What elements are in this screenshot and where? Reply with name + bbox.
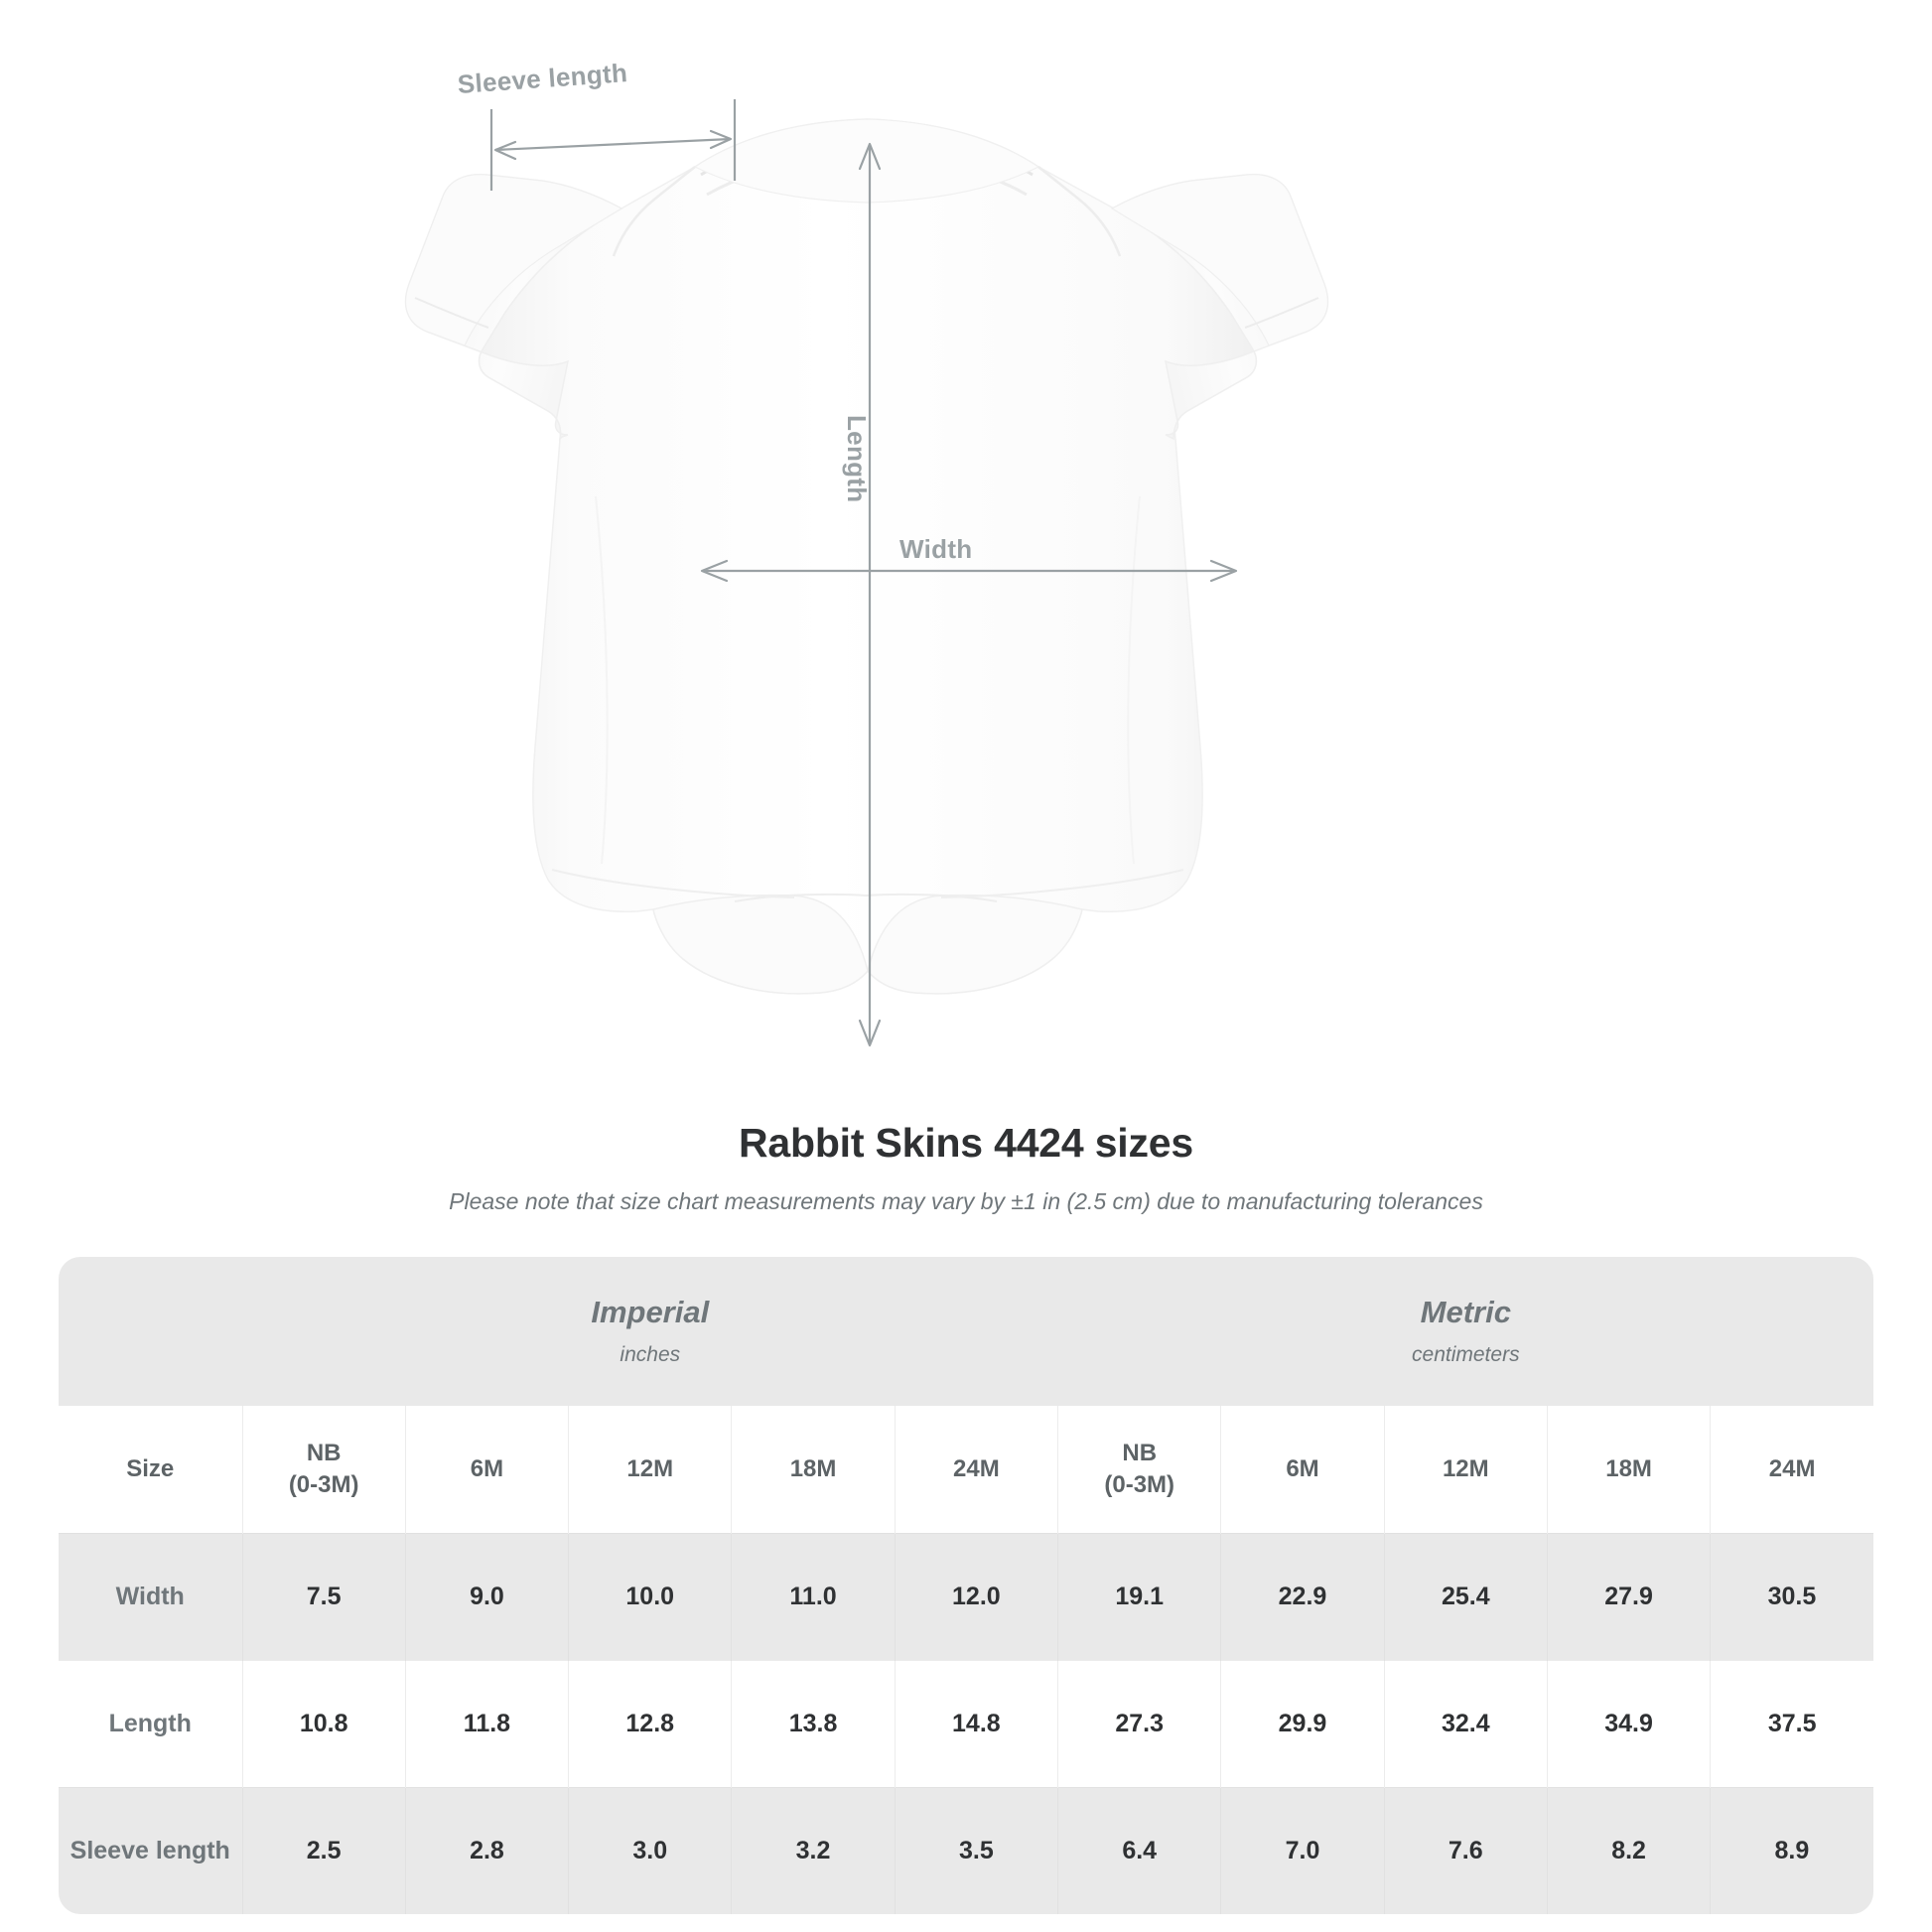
cell-length-imperial-24m: 14.8 [895, 1659, 1059, 1787]
column-header-imperial-6m: 6M [405, 1406, 570, 1533]
cell-length-imperial-nb: 10.8 [242, 1659, 406, 1787]
cell-sleeve-length-metric-6m: 7.0 [1220, 1786, 1385, 1914]
cell-width-imperial-6m: 9.0 [405, 1532, 570, 1660]
column-header-metric-6m: 6M [1220, 1406, 1385, 1533]
unit-group-subtitle: inches [620, 1343, 681, 1367]
chart-heading: Rabbit Skins 4424 sizes Please note that… [0, 1112, 1932, 1215]
column-header-subtext: (0-3M) [1104, 1470, 1175, 1498]
size-chart-table-wrapper: Imperial inches Metric centimeters Size NB (0… [59, 1257, 1873, 1914]
cell-length-imperial-18m: 13.8 [731, 1659, 896, 1787]
tolerance-note: Please note that size chart measurements… [449, 1188, 1483, 1214]
bodysuit-drawing [404, 99, 1329, 1047]
garment-illustration: Sleeve length Length Width [404, 58, 1329, 1047]
cell-width-metric-nb: 19.1 [1057, 1532, 1222, 1660]
unit-group-name: Imperial [591, 1294, 710, 1329]
row-label-length: Length [59, 1659, 243, 1787]
size-chart-table: Imperial inches Metric centimeters Size NB (0… [59, 1257, 1873, 1914]
table-row: Width 7.5 9.0 10.0 11.0 12.0 19.1 22.9 25.4 27.9 3… [59, 1532, 1873, 1660]
cell-length-metric-nb: 27.3 [1057, 1659, 1222, 1787]
cell-width-imperial-nb: 7.5 [242, 1532, 406, 1660]
cell-length-metric-18m: 34.9 [1547, 1659, 1712, 1787]
length-label: Length [842, 415, 872, 503]
row-label-width: Width [59, 1532, 243, 1660]
column-header-metric-12m: 12M [1384, 1406, 1548, 1533]
cell-width-metric-6m: 22.9 [1220, 1532, 1385, 1660]
cell-width-metric-18m: 27.9 [1547, 1532, 1712, 1660]
row-label-sleeve-length: Sleeve length [59, 1786, 243, 1914]
bodysuit-body-shape [404, 118, 1329, 995]
column-header-metric-24m: 24M [1710, 1406, 1873, 1533]
cell-sleeve-length-imperial-nb: 2.5 [242, 1786, 406, 1914]
column-header-metric-nb: NB (0-3M) [1057, 1406, 1222, 1533]
cell-sleeve-length-imperial-12m: 3.0 [568, 1786, 733, 1914]
cell-width-imperial-24m: 12.0 [895, 1532, 1059, 1660]
cell-length-metric-6m: 29.9 [1220, 1659, 1385, 1787]
table-row: Sleeve length 2.5 2.8 3.0 3.2 3.5 6.4 7.0 7.6 8.2… [59, 1786, 1873, 1914]
cell-sleeve-length-imperial-24m: 3.5 [895, 1786, 1059, 1914]
unit-group-name: Metric [1420, 1294, 1511, 1329]
cell-width-metric-12m: 25.4 [1384, 1532, 1548, 1660]
cell-sleeve-length-metric-12m: 7.6 [1384, 1786, 1548, 1914]
cell-length-imperial-12m: 12.8 [568, 1659, 733, 1787]
width-dimension [700, 559, 1238, 583]
column-header-imperial-12m: 12M [568, 1406, 733, 1533]
sleeve-length-dimension [489, 99, 737, 191]
column-header-subtext: (0-3M) [288, 1470, 359, 1498]
column-header-imperial-24m: 24M [895, 1406, 1059, 1533]
column-header-imperial-18m: 18M [731, 1406, 896, 1533]
unit-group-imperial: Imperial inches [242, 1257, 1058, 1406]
cell-length-imperial-6m: 11.8 [405, 1659, 570, 1787]
cell-length-metric-12m: 32.4 [1384, 1659, 1548, 1787]
cell-width-imperial-12m: 10.0 [568, 1532, 733, 1660]
cell-width-imperial-18m: 11.0 [731, 1532, 896, 1660]
width-label: Width [899, 534, 973, 564]
cell-length-metric-24m: 37.5 [1710, 1659, 1873, 1787]
table-row: Length 10.8 11.8 12.8 13.8 14.8 27.3 29.9 32.4 34… [59, 1659, 1873, 1787]
cell-sleeve-length-metric-18m: 8.2 [1547, 1786, 1712, 1914]
size-column-header: Size [59, 1406, 243, 1533]
unit-row-spacer [59, 1257, 242, 1406]
cell-width-metric-24m: 30.5 [1710, 1532, 1873, 1660]
column-header-imperial-nb: NB (0-3M) [242, 1406, 406, 1533]
cell-sleeve-length-imperial-18m: 3.2 [731, 1786, 896, 1914]
length-dimension [858, 142, 882, 1047]
page-title: Rabbit Skins 4424 sizes [738, 1120, 1193, 1166]
size-header-row: Size NB (0-3M) 6M 12M 18M 24M NB (0-3M) 6M 12M 18M 2… [59, 1406, 1873, 1533]
cell-sleeve-length-metric-nb: 6.4 [1057, 1786, 1222, 1914]
cell-sleeve-length-imperial-6m: 2.8 [405, 1786, 570, 1914]
unit-group-subtitle: centimeters [1412, 1343, 1520, 1367]
unit-group-row: Imperial inches Metric centimeters [59, 1257, 1873, 1406]
column-header-metric-18m: 18M [1547, 1406, 1712, 1533]
unit-group-metric: Metric centimeters [1057, 1257, 1873, 1406]
cell-sleeve-length-metric-24m: 8.9 [1710, 1786, 1873, 1914]
